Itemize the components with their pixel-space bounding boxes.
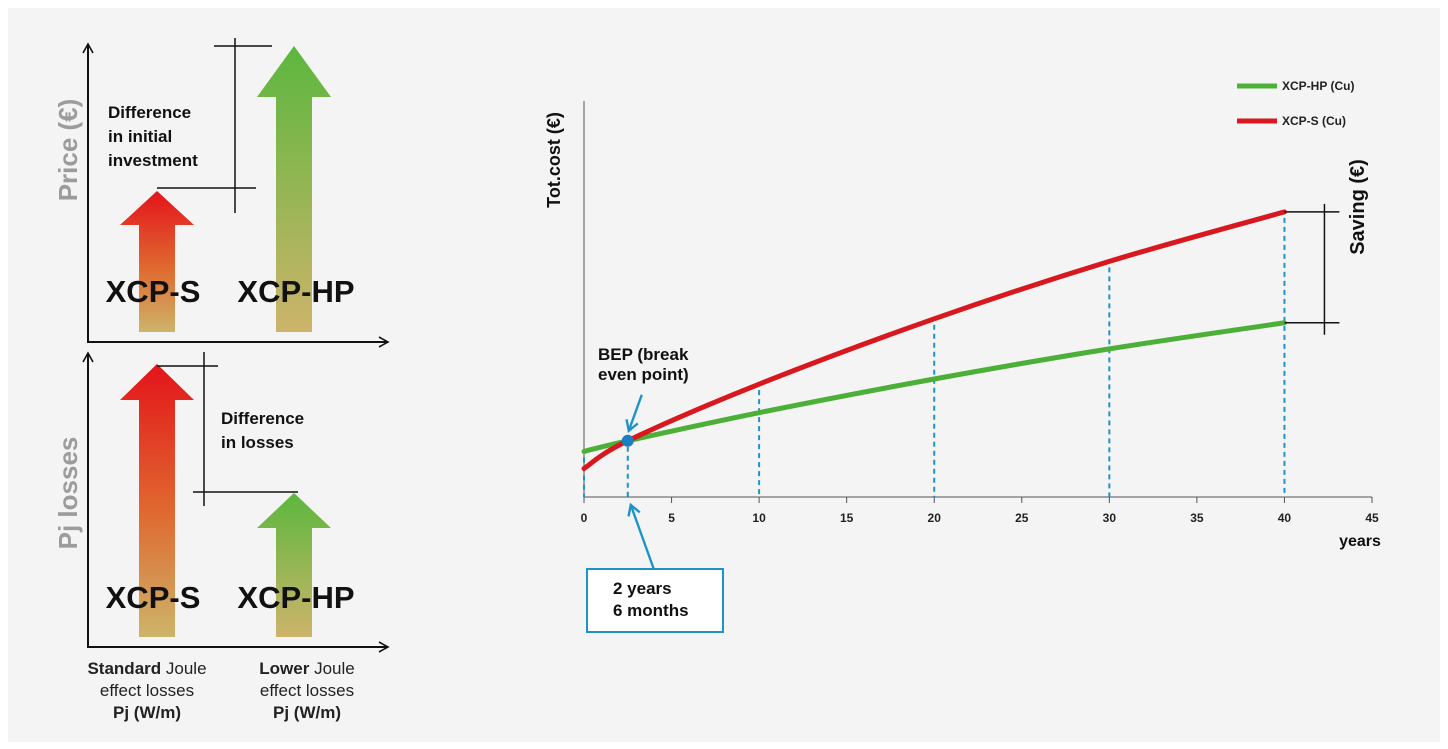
saving-label: Saving (€) xyxy=(1347,159,1369,255)
caption-xcp-s: Standard Joule effect losses Pj (W/m) xyxy=(87,659,206,722)
bep-label-line-1: BEP (break xyxy=(598,345,689,364)
cost-chart: Tot.cost (€) 0 5 10 15 20 25 30 35 40 45 years XC… xyxy=(544,79,1381,633)
x-tick-marks xyxy=(583,497,1373,503)
price-annotation-line-3: investment xyxy=(108,151,198,170)
caption-hp-line-2: effect losses xyxy=(260,681,354,700)
caption-s-line-3: Pj (W/m) xyxy=(113,703,181,722)
saving-bracket xyxy=(1284,203,1340,335)
price-arrow-xcp-hp xyxy=(257,46,331,332)
x-tick-label-0: 0 xyxy=(581,511,588,525)
losses-arrow-xcp-s xyxy=(120,364,194,637)
caption-xcp-hp: Lower Joule effect losses Pj (W/m) xyxy=(259,659,354,722)
bep-time-arrow xyxy=(631,505,655,570)
x-tick-label-45: 45 xyxy=(1365,511,1379,525)
losses-difference-annotation: Difference in losses xyxy=(221,409,304,452)
dashed-year-markers xyxy=(583,217,1286,497)
caption-hp-rest: Joule xyxy=(309,659,354,678)
losses-annotation-line-2: in losses xyxy=(221,433,294,452)
x-tick-label-35: 35 xyxy=(1190,511,1204,525)
losses-annotation-line-1: Difference xyxy=(221,409,304,428)
chart-y-axis-label: Tot.cost (€) xyxy=(544,112,564,208)
bep-time-line-2: 6 months xyxy=(613,601,689,620)
losses-label-xcp-s: XCP-S xyxy=(106,580,201,615)
series-line-xcp-s xyxy=(581,209,1287,471)
caption-s-rest: Joule xyxy=(161,659,206,678)
bep-time-line-1: 2 years xyxy=(613,579,672,598)
caption-hp-bold: Lower xyxy=(259,659,309,678)
price-difference-annotation: Difference in initial investment xyxy=(108,103,198,170)
losses-axis-label: Pj losses xyxy=(53,437,83,550)
x-tick-label-25: 25 xyxy=(1015,511,1029,525)
bep-label-line-2: even point) xyxy=(598,365,689,384)
losses-arrow-xcp-hp xyxy=(257,493,331,637)
series-lines xyxy=(581,209,1287,471)
price-axis-label: Price (€) xyxy=(53,99,83,202)
x-tick-label-20: 20 xyxy=(928,511,942,525)
bep-pointer-arrow xyxy=(629,394,643,431)
price-annotation-line-2: in initial xyxy=(108,127,172,146)
x-tick-label-15: 15 xyxy=(840,511,854,525)
left-panel: Price (€) Pj losses Difference in initia… xyxy=(53,38,390,722)
caption-hp-line-1: Lower Joule xyxy=(259,659,354,678)
x-tick-label-5: 5 xyxy=(668,511,675,525)
chart-x-axis-label: years xyxy=(1339,533,1381,550)
caption-s-line-2: effect losses xyxy=(100,681,194,700)
x-tick-label-10: 10 xyxy=(752,511,766,525)
losses-label-xcp-hp: XCP-HP xyxy=(237,580,354,615)
x-tick-label-30: 30 xyxy=(1103,511,1117,525)
price-arrow-xcp-s xyxy=(120,191,194,332)
legend-label-xcp-s: XCP-S (Cu) xyxy=(1282,114,1346,128)
legend-label-xcp-hp: XCP-HP (Cu) xyxy=(1282,79,1354,93)
price-label-xcp-s: XCP-S xyxy=(106,274,201,309)
caption-s-line-1: Standard Joule xyxy=(87,659,206,678)
bep-point xyxy=(621,434,634,447)
caption-s-bold: Standard xyxy=(87,659,161,678)
x-tick-labels: 0 5 10 15 20 25 30 35 40 45 xyxy=(581,511,1379,525)
caption-hp-line-3: Pj (W/m) xyxy=(273,703,341,722)
price-annotation-line-1: Difference xyxy=(108,103,191,122)
bep-time-box xyxy=(586,568,724,633)
price-label-xcp-hp: XCP-HP xyxy=(237,274,354,309)
chart-legend: XCP-HP (Cu) XCP-S (Cu) xyxy=(1237,79,1354,128)
x-tick-label-40: 40 xyxy=(1278,511,1292,525)
